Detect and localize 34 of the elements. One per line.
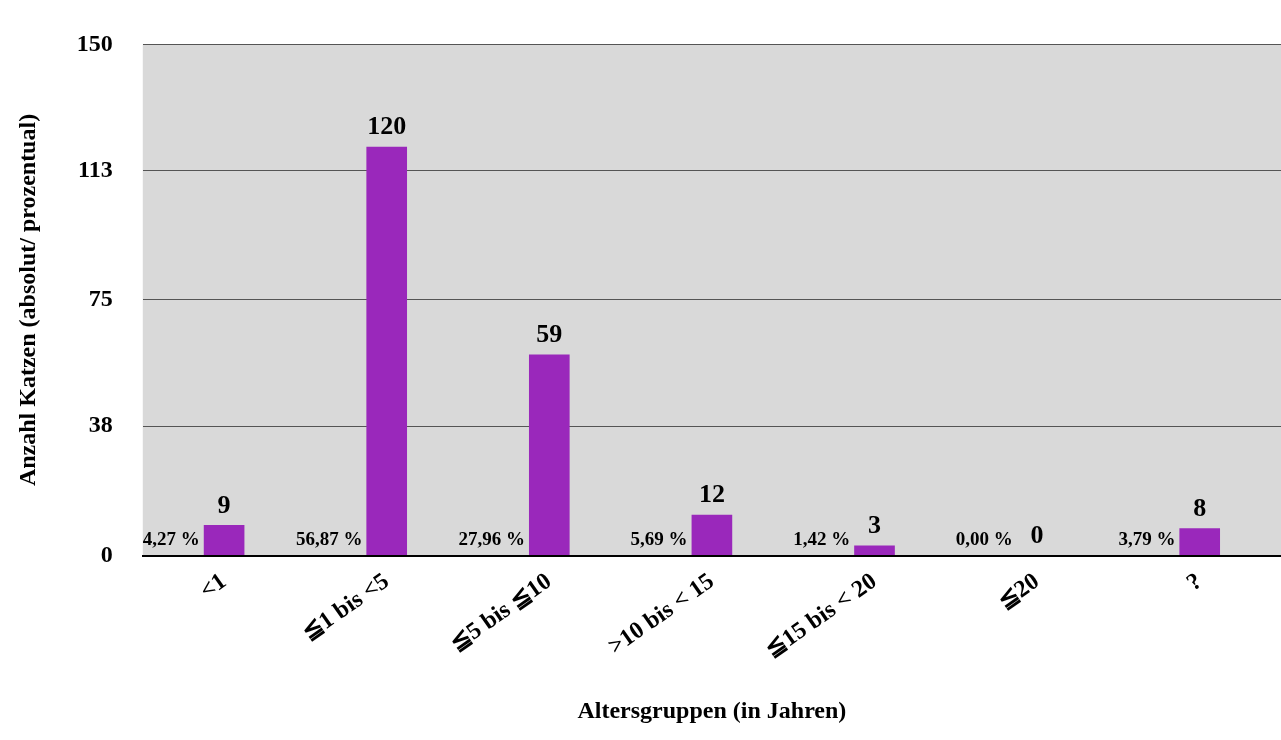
y-tick-label: 38: [88, 411, 113, 438]
bar: [366, 146, 408, 556]
y-tick-label: 0: [100, 540, 113, 567]
annotation: 5,69 %: [630, 528, 688, 550]
annotation: 4,27 %: [142, 528, 200, 550]
data-label: 3: [868, 510, 881, 540]
x-tick-label: ≦20: [992, 567, 1044, 614]
bar: [1179, 528, 1221, 556]
x-axis-title: Altersgruppen (in Jahren): [577, 696, 847, 723]
x-tick-label: >10 bis < 15: [602, 567, 719, 659]
bar: [203, 524, 245, 556]
data-label: 59: [536, 319, 563, 349]
y-axis-title: Anzahl Katzen (absolut/ prozentual): [13, 113, 40, 487]
data-label: 12: [698, 479, 725, 509]
data-label: 9: [217, 489, 231, 519]
data-label: 120: [367, 111, 407, 141]
annotation: 27,96 %: [458, 528, 525, 550]
y-tick-label: 150: [76, 29, 113, 56]
y-tick-label: 75: [88, 285, 113, 312]
bar: [691, 514, 733, 556]
x-tick-label: ?: [1181, 567, 1207, 596]
x-tick-label: ≦5 bis ≦10: [444, 567, 556, 656]
y-tick-label: 113: [78, 155, 113, 182]
annotation: 3,79 %: [1118, 528, 1176, 550]
data-label: 8: [1193, 493, 1207, 523]
bar: [854, 545, 895, 556]
bar: [528, 354, 570, 556]
annotation: 56,87 %: [295, 528, 363, 550]
x-tick-label: <1: [194, 567, 231, 604]
data-label: 0: [1030, 520, 1044, 550]
annotation: 0,00 %: [955, 528, 1013, 550]
annotation: 1,42 %: [793, 528, 851, 550]
x-tick-label: ≦1 bis <5: [297, 567, 394, 646]
x-tick-label: ≦15 bis < 20: [760, 567, 881, 663]
